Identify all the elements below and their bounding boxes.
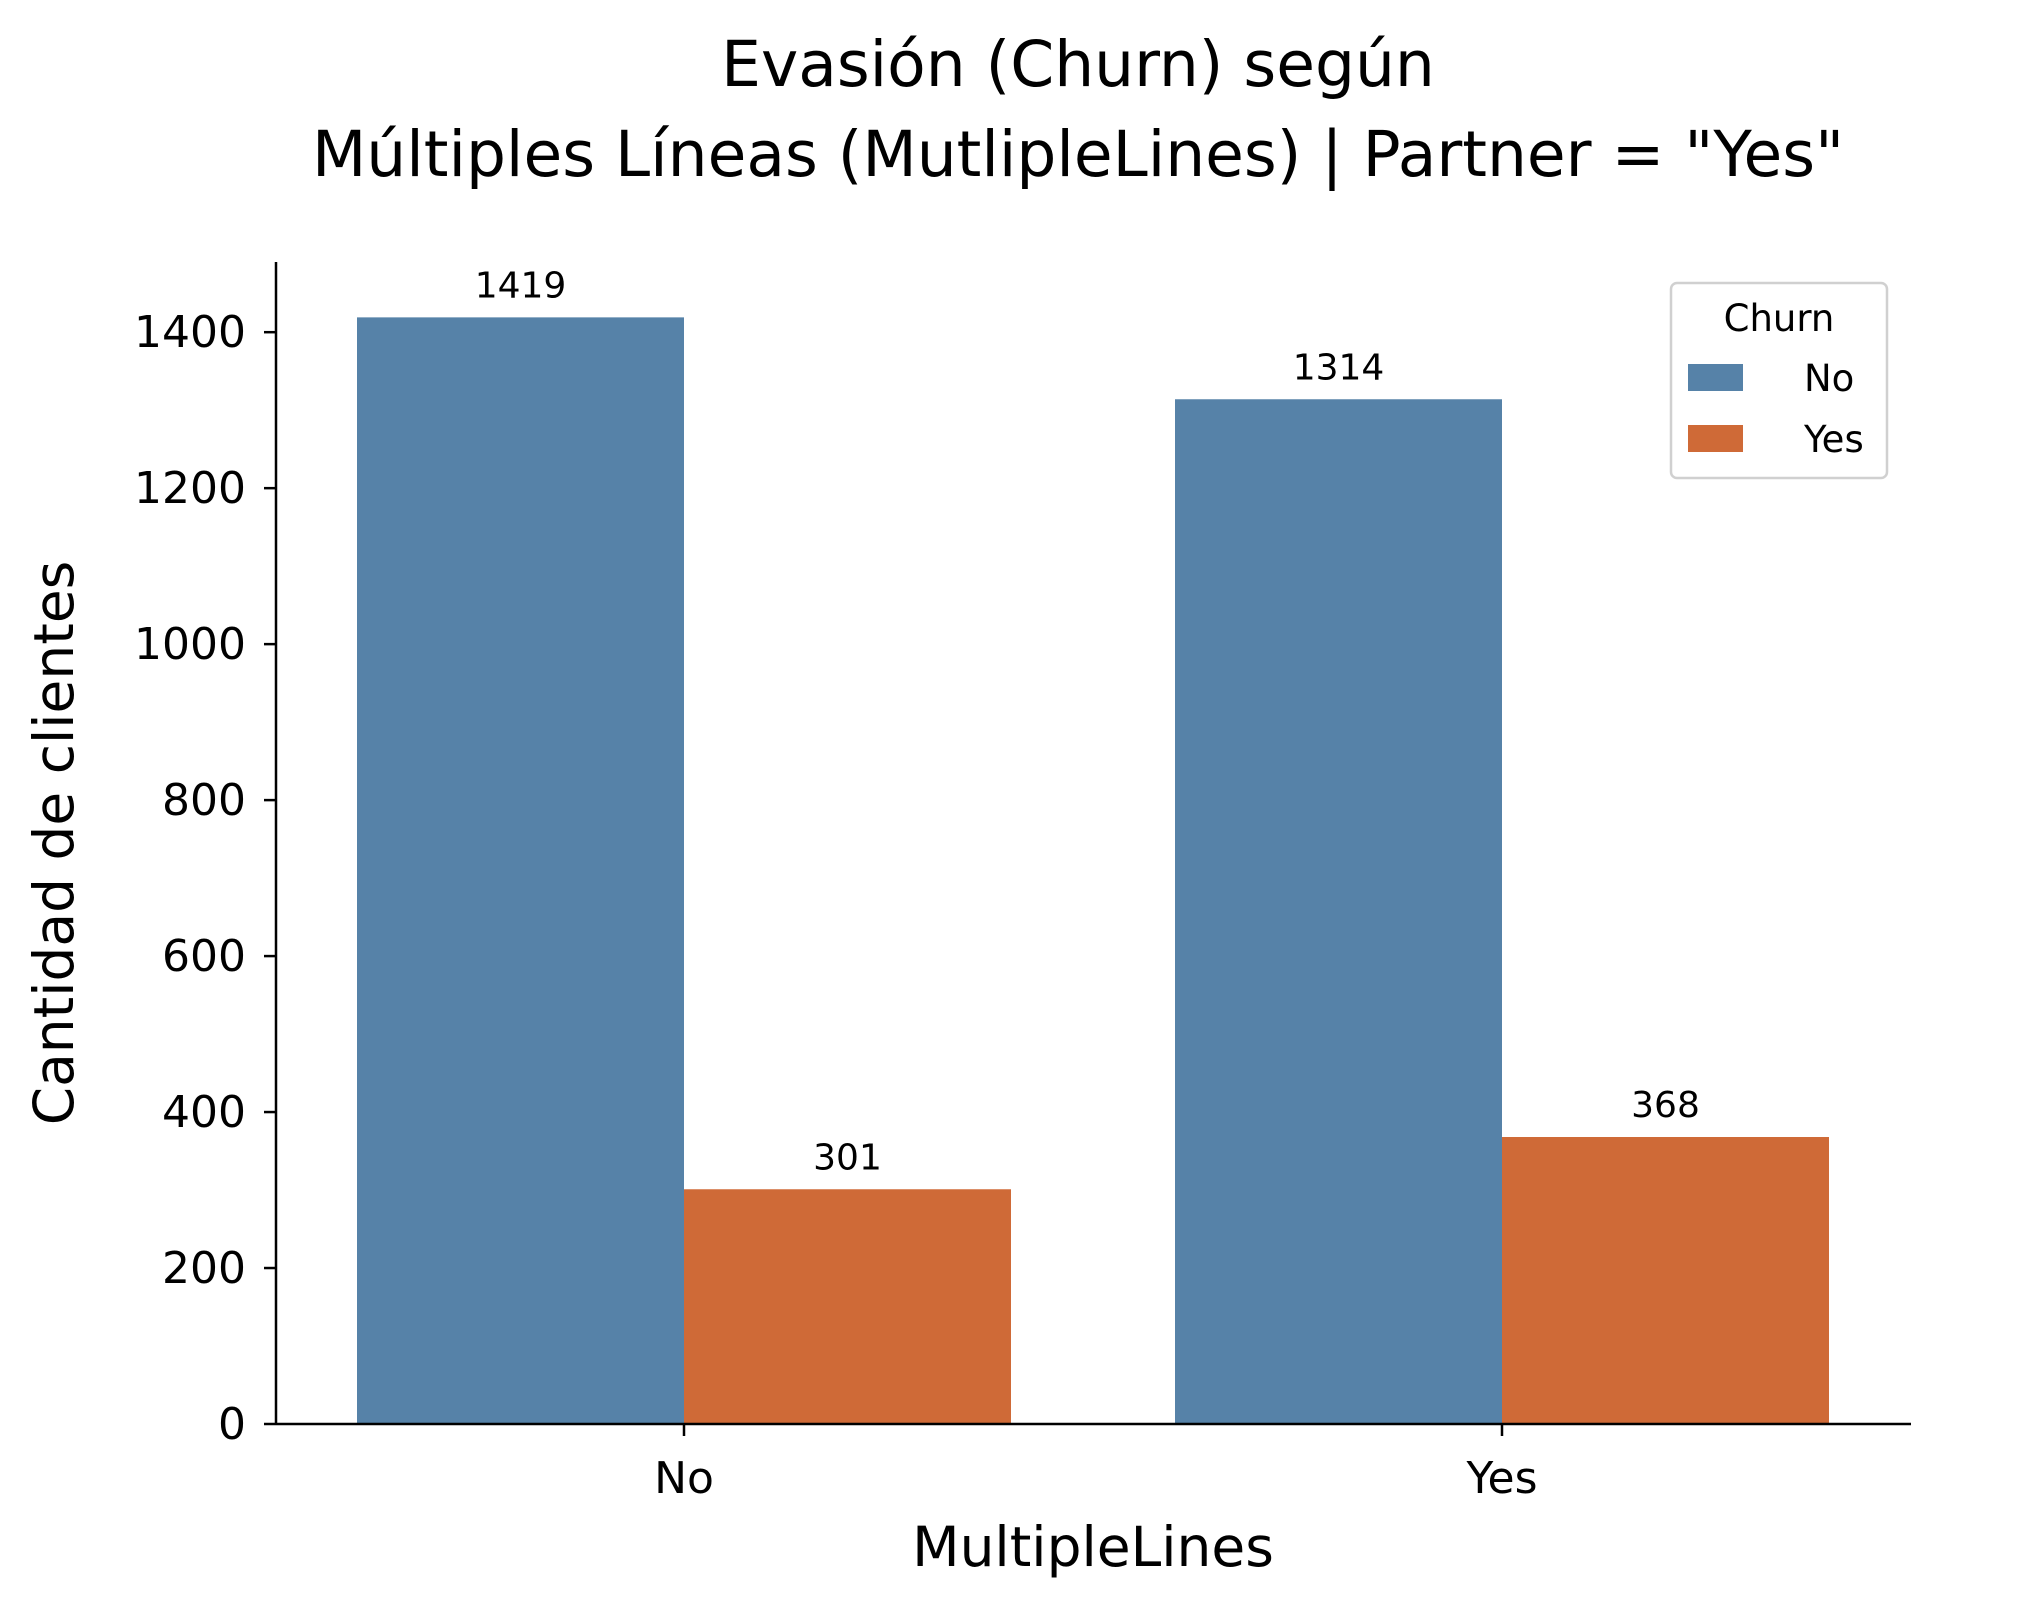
legend-swatch-no xyxy=(1688,364,1743,391)
y-tick-label: 0 xyxy=(218,1399,246,1450)
y-tick-label: 600 xyxy=(162,931,246,982)
bar-yes-churn-yes xyxy=(1502,1137,1829,1424)
y-tick-label: 1400 xyxy=(134,307,246,358)
x-tick-label: No xyxy=(654,1453,714,1504)
data-labels-group: 1419 1314 301 368 xyxy=(475,265,1700,1178)
y-axis-label: Cantidad de clientes xyxy=(22,561,86,1126)
legend-label-yes: Yes xyxy=(1803,418,1864,461)
bar-no-churn-no xyxy=(357,317,684,1424)
x-ticks-group: No Yes xyxy=(654,1424,1538,1504)
legend-label-no: No xyxy=(1804,357,1854,400)
data-label-yes-churn-no: 1314 xyxy=(1293,347,1385,388)
x-tick-label: Yes xyxy=(1465,1453,1537,1504)
y-tick-label: 1200 xyxy=(134,463,246,514)
data-label-no-churn-no: 1419 xyxy=(475,265,567,306)
legend-title: Churn xyxy=(1724,297,1835,340)
legend-swatch-yes xyxy=(1688,425,1743,452)
bar-yes-churn-no xyxy=(1175,399,1502,1425)
bars-group xyxy=(357,317,1829,1425)
chart-title-line-2: Múltiples Líneas (MutlipleLines) | Partn… xyxy=(312,118,1844,192)
y-tick-label: 200 xyxy=(162,1243,246,1294)
y-ticks-group: 0 200 400 600 800 1000 1200 1400 xyxy=(134,307,276,1450)
y-tick-label: 800 xyxy=(162,775,246,826)
data-label-no-churn-yes: 301 xyxy=(813,1137,882,1178)
y-tick-label: 1000 xyxy=(134,619,246,670)
bar-no-churn-yes xyxy=(684,1189,1011,1424)
y-tick-label: 400 xyxy=(162,1087,246,1138)
chart-title-line-1: Evasión (Churn) según xyxy=(721,28,1435,101)
data-label-yes-churn-yes: 368 xyxy=(1631,1085,1700,1126)
legend: Churn No Yes xyxy=(1669,281,1889,480)
x-axis-label: MultipleLines xyxy=(912,1515,1274,1579)
